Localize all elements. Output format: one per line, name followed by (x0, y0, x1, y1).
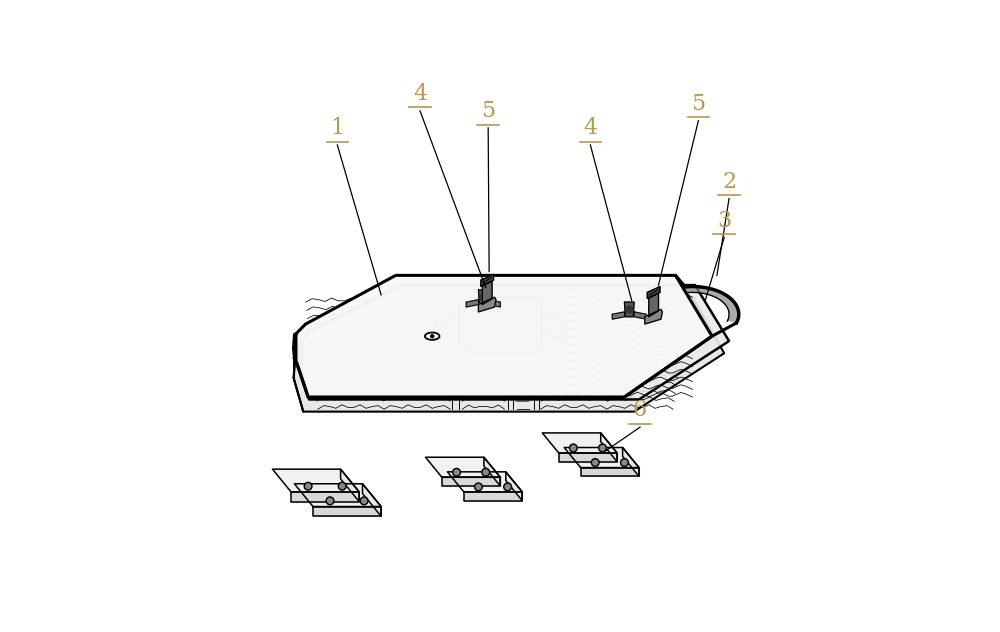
Circle shape (360, 497, 368, 505)
Polygon shape (649, 293, 658, 317)
Text: 6: 6 (633, 399, 647, 422)
Circle shape (569, 444, 577, 452)
Polygon shape (294, 483, 381, 506)
Polygon shape (447, 472, 522, 492)
Polygon shape (442, 477, 500, 486)
Circle shape (591, 459, 599, 466)
Circle shape (480, 294, 487, 301)
Polygon shape (581, 468, 639, 477)
Circle shape (599, 444, 606, 452)
Polygon shape (478, 297, 496, 312)
Polygon shape (296, 276, 712, 397)
Polygon shape (478, 290, 488, 305)
Text: 3: 3 (717, 210, 731, 231)
Circle shape (362, 499, 367, 503)
Polygon shape (484, 457, 500, 486)
Polygon shape (482, 281, 492, 305)
Polygon shape (313, 506, 381, 516)
Circle shape (338, 482, 346, 490)
Circle shape (482, 468, 490, 476)
Circle shape (483, 470, 488, 475)
Circle shape (593, 460, 598, 465)
Polygon shape (459, 297, 542, 353)
Polygon shape (435, 314, 459, 341)
Polygon shape (559, 453, 617, 462)
Circle shape (304, 482, 312, 490)
Text: 5: 5 (691, 93, 705, 115)
Circle shape (600, 446, 605, 451)
Text: 2: 2 (722, 171, 736, 193)
Circle shape (306, 484, 311, 489)
Circle shape (505, 485, 510, 489)
Polygon shape (564, 447, 639, 468)
Circle shape (454, 470, 459, 475)
Polygon shape (634, 312, 646, 319)
Polygon shape (466, 300, 478, 307)
Polygon shape (481, 274, 494, 286)
Circle shape (626, 306, 633, 313)
Text: 5: 5 (481, 100, 495, 122)
Polygon shape (506, 472, 522, 501)
Circle shape (431, 335, 434, 337)
Text: 4: 4 (413, 83, 427, 105)
Polygon shape (645, 310, 662, 324)
Circle shape (475, 483, 482, 491)
Circle shape (340, 484, 345, 489)
Polygon shape (685, 286, 739, 323)
Polygon shape (623, 447, 639, 477)
Text: 1: 1 (330, 117, 344, 139)
Polygon shape (542, 314, 566, 341)
Polygon shape (302, 285, 729, 399)
Polygon shape (647, 286, 660, 298)
Polygon shape (464, 492, 522, 501)
Polygon shape (488, 300, 500, 307)
Circle shape (622, 460, 627, 465)
Polygon shape (362, 483, 381, 516)
Circle shape (504, 483, 512, 491)
Polygon shape (612, 312, 624, 319)
Circle shape (328, 499, 332, 503)
Circle shape (453, 468, 460, 476)
Text: 4: 4 (583, 117, 597, 139)
Polygon shape (294, 297, 724, 411)
Circle shape (621, 459, 628, 466)
Polygon shape (542, 433, 617, 453)
Polygon shape (601, 433, 617, 462)
Polygon shape (426, 457, 500, 477)
Polygon shape (272, 469, 359, 492)
Polygon shape (341, 469, 359, 502)
Circle shape (571, 446, 576, 451)
Polygon shape (291, 492, 359, 502)
Circle shape (476, 485, 481, 489)
Circle shape (326, 497, 334, 505)
Polygon shape (624, 302, 634, 317)
